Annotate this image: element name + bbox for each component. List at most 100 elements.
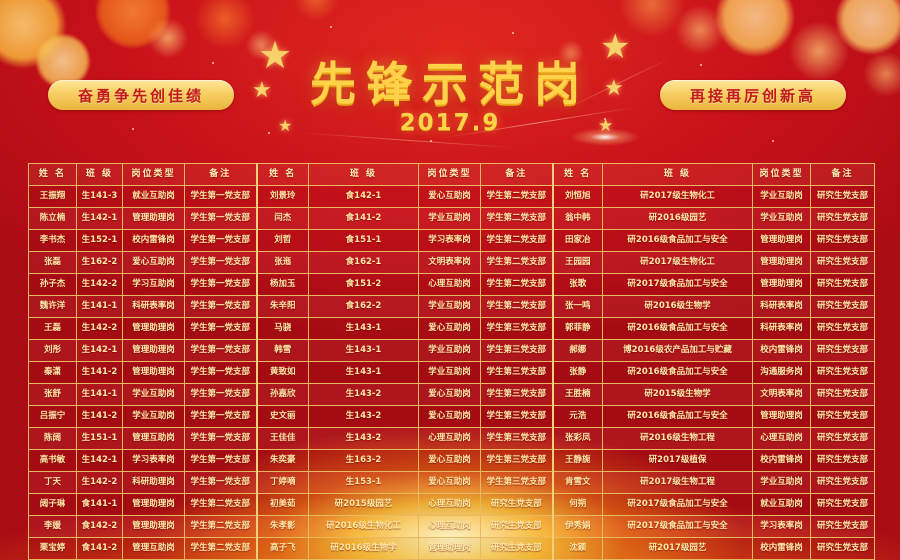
cell-name: 张静 [551,361,603,384]
table-row: 王磊 生142-2 管理助理岗 学生第一党支部 马骁 生143-1 爱心互助岗 学生第三党支部… [28,317,875,340]
cell-note: 学生第一党支部 [184,339,257,362]
cell-name: 元浩 [551,405,603,428]
cell-note: 学生第二党支部 [480,273,553,296]
cell-name: 陈阔 [28,427,77,450]
table-row: 吕振宁 生141-2 学业互助岗 学生第一党支部 史文丽 生143-2 爱心互助岗 学生第三党… [28,405,875,428]
col-header-note-1: 备注 [184,163,257,186]
cell-note: 学生第三党支部 [480,317,553,340]
cell-post: 就业互助岗 [752,493,811,516]
cell-name: 阔子琳 [28,493,77,516]
cell-class: 研2017级食品加工与安全 [602,273,753,296]
cell-class: 生143-1 [308,317,419,340]
cell-post: 学业互助岗 [418,295,481,318]
cell-name: 田家冶 [551,229,603,252]
cell-class: 食142-1 [308,185,419,208]
cell-class: 生143-2 [308,427,419,450]
cell-note: 研究生党支部 [810,383,875,406]
cell-post: 心理互助岗 [418,427,481,450]
cell-name: 吕振宁 [28,405,77,428]
table-row: 王振翔 生141-3 就业互助岗 学生第一党支部 刘景玲 食142-1 爱心互助岗 学生第二党… [28,185,875,208]
cell-class: 生141-3 [76,185,123,208]
cell-class: 研2016级食品加工与安全 [602,405,753,428]
cell-post: 校内雷锋岗 [752,339,811,362]
cell-class: 研2016级园艺 [602,207,753,230]
cell-post: 学习表率岗 [752,515,811,538]
cell-post: 爱心互助岗 [418,449,481,472]
cell-post: 管理助理岗 [752,405,811,428]
table-row: 李书杰 生152-1 校内雷锋岗 学生第一党支部 刘哲 食151-1 学习表率岗 学生第二党支… [28,229,875,252]
cell-class: 研2017级生物工程 [602,471,753,494]
table-row: 陈立楠 生142-1 管理助理岗 学生第一党支部 闫杰 食141-2 学业互助岗 学生第二党支… [28,207,875,230]
cell-name: 栗宝婷 [28,537,77,560]
cell-post: 爱心互助岗 [418,185,481,208]
cell-post: 学习表率岗 [122,449,185,472]
col-header-post-1: 岗位类型 [122,163,185,186]
table-row: 刘彤 生142-1 管理助理岗 学生第一党支部 韩雪 生143-1 学业互助岗 学生第三党支部… [28,339,875,362]
cell-class: 研2017级食品加工与安全 [602,493,753,516]
cell-name: 刘彤 [28,339,77,362]
cell-note: 学生第三党支部 [480,361,553,384]
cell-note: 学生第一党支部 [184,471,257,494]
cell-name: 沈颖 [551,537,603,560]
cell-name: 马骁 [255,317,309,340]
cell-post: 就业互助岗 [122,185,185,208]
table-row: 高书敏 生142-1 学习表率岗 学生第一党支部 朱奕豪 生163-2 爱心互助岗 学生第三党… [28,449,875,472]
cell-post: 学业互助岗 [418,361,481,384]
cell-note: 学生第二党支部 [480,229,553,252]
cell-class: 食141-1 [76,493,123,516]
cell-note: 研究生党支部 [480,515,553,538]
cell-post: 爱心互助岗 [418,405,481,428]
cell-post: 心理互助岗 [752,427,811,450]
cell-class: 生141-2 [76,361,123,384]
col-header-name-2: 姓 名 [255,163,309,186]
cell-class: 研2017级生物化工 [602,251,753,274]
col-header-post-3: 岗位类型 [752,163,811,186]
cell-name: 朱辛阳 [255,295,309,318]
cell-name: 朱孝影 [255,515,309,538]
cell-class: 研2016级生物学 [308,537,419,560]
slogan-pill-left: 奋勇争先创佳绩 [48,80,234,110]
cell-note: 学生第一党支部 [184,295,257,318]
cell-class: 生142-2 [76,471,123,494]
page-subtitle: 2017.9 [399,110,501,136]
cell-post: 文明表率岗 [752,383,811,406]
cell-note: 学生第一党支部 [184,273,257,296]
cell-post: 管理助理岗 [122,493,185,516]
table-row: 栗宝婷 食141-2 管理互助岗 学生第二党支部 高子飞 研2016级生物学 管理助理岗 研究… [28,537,875,560]
cell-note: 学生第三党支部 [480,427,553,450]
cell-note: 研究生党支部 [810,295,875,318]
cell-class: 生151-1 [76,427,123,450]
cell-note: 学生第一党支部 [184,185,257,208]
cell-post: 沟通服务岗 [752,361,811,384]
cell-note: 研究生党支部 [810,449,875,472]
col-header-post-2: 岗位类型 [418,163,481,186]
cell-class: 生152-1 [76,229,123,252]
cell-post: 学业互助岗 [418,207,481,230]
cell-note: 研究生党支部 [480,537,553,560]
cell-name: 张彩凤 [551,427,603,450]
cell-class: 生162-2 [76,251,123,274]
cell-class: 生143-1 [308,339,419,362]
cell-name: 高书敏 [28,449,77,472]
cell-name: 张歌 [551,273,603,296]
cell-name: 何朔 [551,493,603,516]
cell-name: 朱奕豪 [255,449,309,472]
cell-note: 学生第三党支部 [480,449,553,472]
cell-class: 食141-2 [76,537,123,560]
cell-post: 管理互助岗 [122,537,185,560]
cell-post: 校内雷锋岗 [752,537,811,560]
table-row: 张舒 生141-1 学业互助岗 学生第一党支部 孙嘉欣 生143-2 爱心互助岗 学生第三党支… [28,383,875,406]
cell-note: 研究生党支部 [810,515,875,538]
cell-note: 研究生党支部 [810,339,875,362]
cell-post: 管理助理岗 [122,515,185,538]
table-row: 丁天 生142-2 科研助理岗 学生第一党支部 丁婷嘀 生153-1 爱心互助岗 学生第三党支… [28,471,875,494]
cell-name: 闫杰 [255,207,309,230]
cell-post: 管理助理岗 [122,339,185,362]
cell-post: 学习互助岗 [122,273,185,296]
cell-note: 学生第一党支部 [184,207,257,230]
cell-class: 生141-1 [76,295,123,318]
cell-name: 刘景玲 [255,185,309,208]
cell-class: 研2017级植保 [602,449,753,472]
cell-name: 李媛 [28,515,77,538]
